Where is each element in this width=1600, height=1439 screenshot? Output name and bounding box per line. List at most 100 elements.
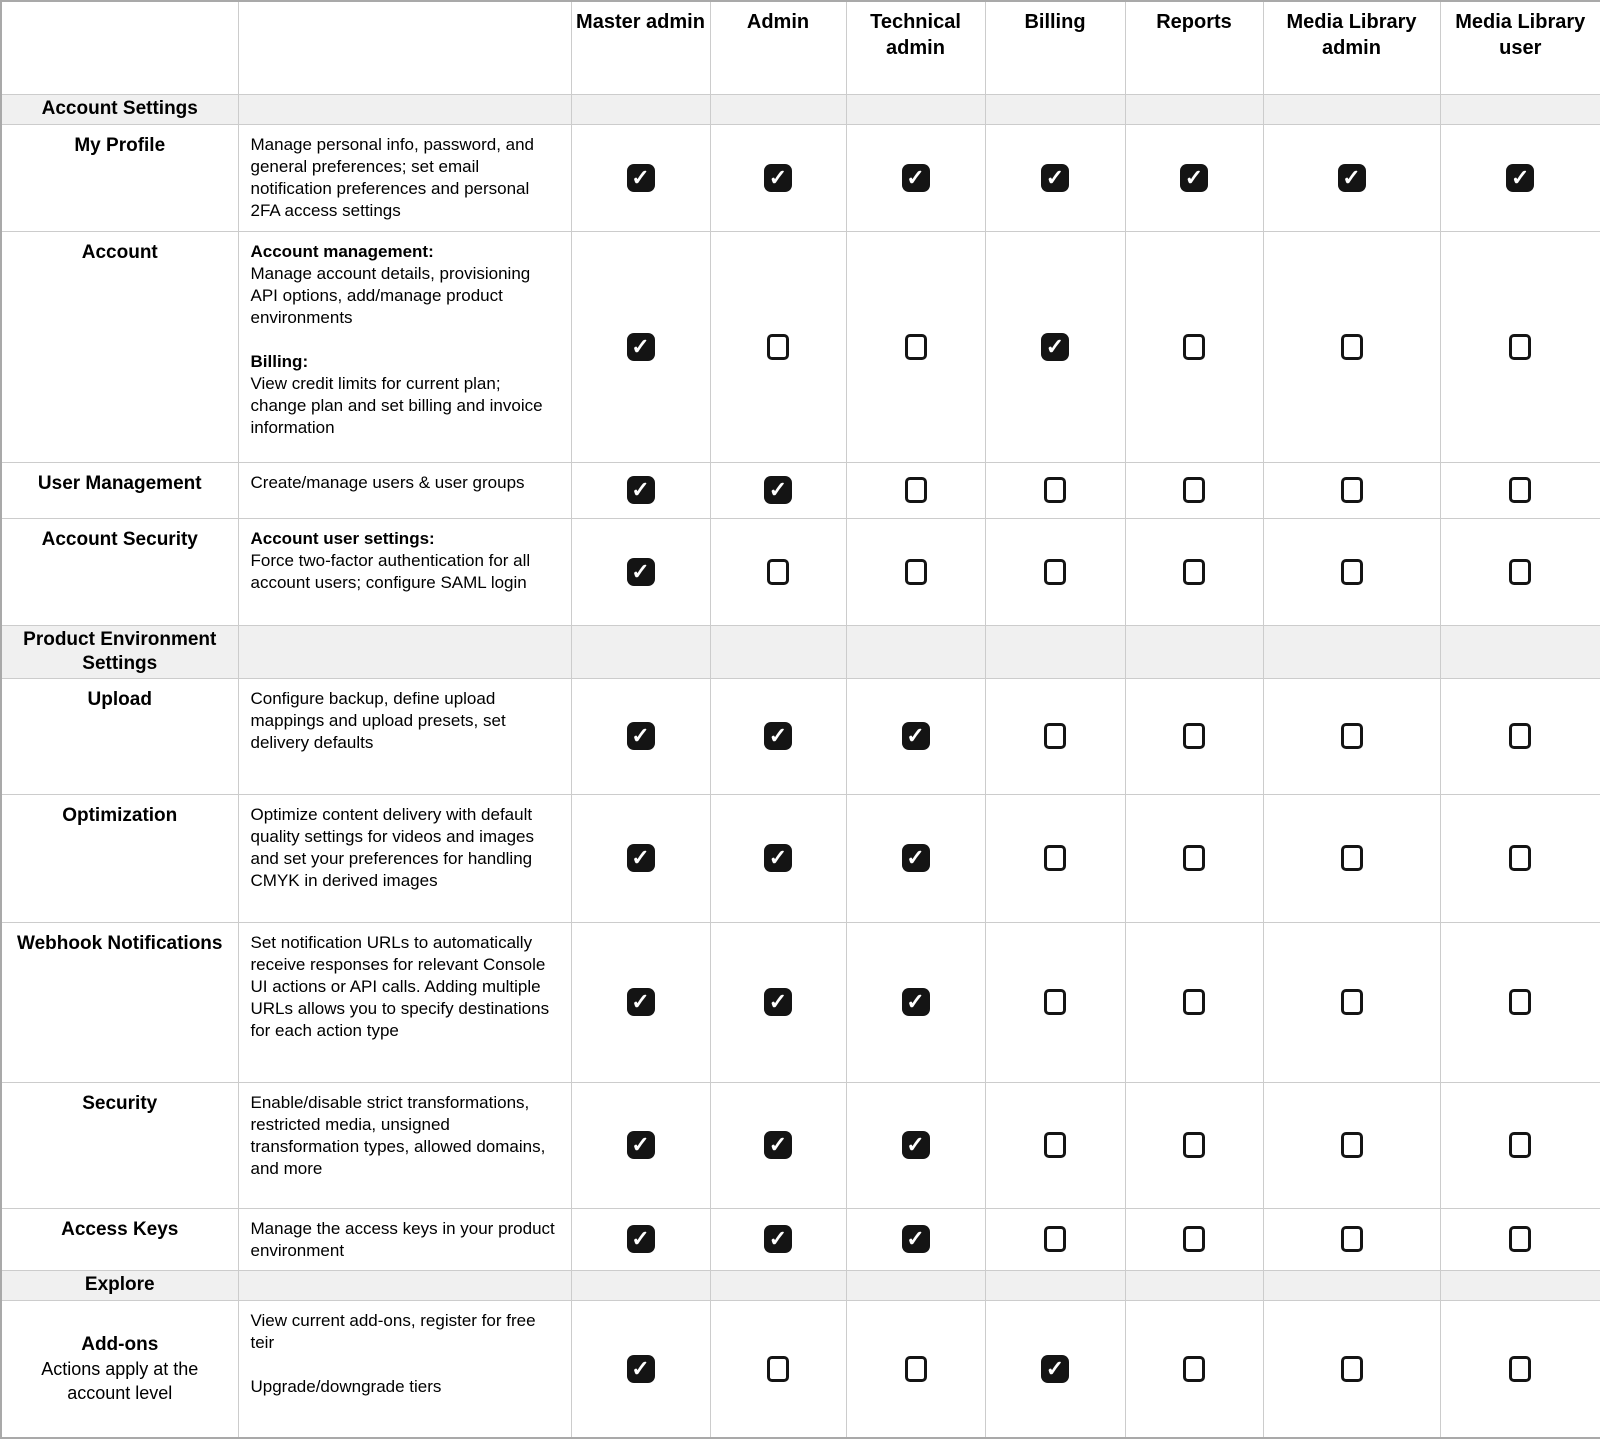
checkbox-unchecked-icon[interactable] [1340,723,1363,749]
permission-cell-0 [570,624,711,679]
checkbox-unchecked-icon[interactable] [1340,477,1363,503]
checkbox-unchecked-icon[interactable] [1183,477,1205,503]
checkbox-checked-icon[interactable]: ✓ [764,844,792,872]
checkbox-unchecked-icon[interactable] [1183,1355,1205,1382]
checkbox-unchecked-icon[interactable] [1044,1132,1066,1158]
checkbox-unchecked-icon[interactable] [904,558,927,585]
feature-name: Add-ons Actions apply at the account leve… [0,1299,239,1439]
checkbox-unchecked-icon[interactable] [1509,477,1532,503]
checkbox-checked-icon[interactable]: ✓ [901,1225,930,1253]
feature-name: Webhook Notifications [0,921,239,1083]
checkbox-unchecked-icon[interactable] [1340,558,1363,585]
checkbox-unchecked-icon[interactable] [1509,558,1532,585]
permission-cell-3: ✓ [984,230,1126,463]
checkbox-checked-icon[interactable]: ✓ [1506,163,1535,192]
section-label: Explore [0,1269,239,1301]
feature-name: Security [0,1081,239,1209]
permission-cell-5 [1262,1299,1441,1439]
checkbox-unchecked-icon[interactable] [1044,845,1066,871]
checkbox-unchecked-icon[interactable] [1183,989,1205,1015]
checkbox-unchecked-icon[interactable] [1340,333,1363,360]
checkbox-unchecked-icon[interactable] [1340,1355,1363,1382]
checkbox-checked-icon[interactable]: ✓ [764,163,792,192]
checkbox-unchecked-icon[interactable] [904,333,927,360]
feature-name: User Management [0,461,239,519]
checkbox-checked-icon[interactable]: ✓ [764,1225,792,1253]
checkbox-unchecked-icon[interactable] [767,558,789,585]
checkbox-unchecked-icon[interactable] [1044,723,1066,749]
checkbox-checked-icon[interactable]: ✓ [1180,163,1208,192]
permission-cell-2 [845,517,986,626]
checkbox-unchecked-icon[interactable] [1509,989,1532,1015]
column-header-reports: Reports [1124,0,1264,95]
checkbox-checked-icon[interactable]: ✓ [626,163,655,192]
permission-cell-4 [1124,93,1264,125]
checkbox-unchecked-icon[interactable] [1044,477,1066,503]
checkbox-checked-icon[interactable]: ✓ [626,722,655,750]
permission-cell-1: ✓ [709,123,847,232]
checkbox-unchecked-icon[interactable] [1183,333,1205,360]
checkbox-checked-icon[interactable]: ✓ [901,163,930,192]
checkbox-checked-icon[interactable]: ✓ [1041,1354,1069,1383]
checkbox-checked-icon[interactable]: ✓ [764,476,792,504]
checkbox-checked-icon[interactable]: ✓ [626,844,655,872]
description-line [251,329,559,351]
checkbox-unchecked-icon[interactable] [904,1355,927,1382]
feature-row: Security Enable/disable strict transforma… [0,1081,1600,1209]
checkbox-checked-icon[interactable]: ✓ [626,1225,655,1253]
permission-cell-6 [1439,1299,1600,1439]
checkbox-unchecked-icon[interactable] [1509,1226,1532,1252]
checkbox-checked-icon[interactable]: ✓ [764,722,792,750]
checkbox-unchecked-icon[interactable] [1509,1355,1532,1382]
checkbox-checked-icon[interactable]: ✓ [901,1131,930,1159]
checkbox-checked-icon[interactable]: ✓ [901,988,930,1016]
permission-cell-0: ✓ [570,677,711,795]
feature-name-text: Webhook Notifications [17,932,223,954]
checkbox-checked-icon[interactable]: ✓ [764,988,792,1016]
checkbox-checked-icon[interactable]: ✓ [1041,332,1069,361]
feature-description: View current add-ons, register for free … [237,1299,572,1439]
checkbox-checked-icon[interactable]: ✓ [1041,163,1069,192]
checkbox-unchecked-icon[interactable] [1340,989,1363,1015]
section-empty-description [237,1269,572,1301]
checkbox-unchecked-icon[interactable] [1044,558,1066,585]
checkbox-unchecked-icon[interactable] [1509,333,1532,360]
checkbox-checked-icon[interactable]: ✓ [901,844,930,872]
checkbox-unchecked-icon[interactable] [1509,1132,1532,1158]
permission-cell-0: ✓ [570,230,711,463]
checkbox-unchecked-icon[interactable] [1509,723,1532,749]
checkbox-checked-icon[interactable]: ✓ [626,1131,655,1159]
column-header-technical-admin: Technical admin [845,0,986,95]
checkbox-checked-icon[interactable]: ✓ [901,722,930,750]
checkbox-checked-icon[interactable]: ✓ [1337,163,1366,192]
checkbox-unchecked-icon[interactable] [1183,1226,1205,1252]
permission-cell-0: ✓ [570,123,711,232]
checkbox-checked-icon[interactable]: ✓ [764,1131,792,1159]
checkbox-unchecked-icon[interactable] [1183,1132,1205,1158]
checkbox-unchecked-icon[interactable] [1183,723,1205,749]
checkbox-checked-icon[interactable]: ✓ [626,332,655,361]
checkbox-unchecked-icon[interactable] [1509,845,1532,871]
checkbox-unchecked-icon[interactable] [1044,989,1066,1015]
checkbox-checked-icon[interactable]: ✓ [626,476,655,504]
checkbox-unchecked-icon[interactable] [1340,845,1363,871]
checkbox-unchecked-icon[interactable] [1183,558,1205,585]
column-header-media-library-user: Media Library user [1439,0,1600,95]
permission-cell-5 [1262,1207,1441,1271]
description-line: Account management: [250,241,434,261]
feature-name: Account [0,230,239,463]
checkbox-checked-icon[interactable]: ✓ [626,988,655,1016]
checkbox-unchecked-icon[interactable] [904,477,927,503]
header-row: Master admin Admin Technical admin Billi… [0,0,1600,95]
checkbox-checked-icon[interactable]: ✓ [626,557,655,586]
table-body: Account Settings My Profile Manage persona… [0,93,1600,1439]
checkbox-unchecked-icon[interactable] [767,333,789,360]
checkbox-unchecked-icon[interactable] [1044,1226,1066,1252]
checkbox-unchecked-icon[interactable] [767,1355,789,1382]
checkbox-unchecked-icon[interactable] [1183,845,1205,871]
permission-cell-1: ✓ [709,1081,847,1209]
checkbox-unchecked-icon[interactable] [1340,1132,1363,1158]
permission-cell-4 [1124,517,1264,626]
checkbox-checked-icon[interactable]: ✓ [626,1354,655,1383]
checkbox-unchecked-icon[interactable] [1340,1226,1363,1252]
